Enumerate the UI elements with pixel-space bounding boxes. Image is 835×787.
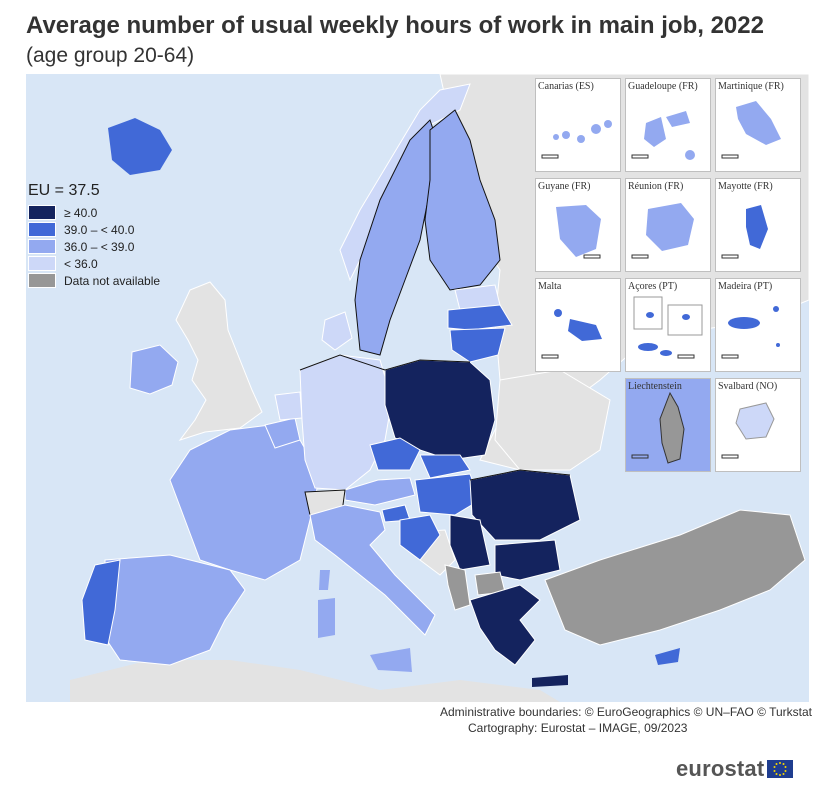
legend-label: Data not available <box>64 273 161 288</box>
inset-guyane: Guyane (FR) <box>535 178 621 272</box>
legend-item: 39.0 – < 40.0 <box>28 221 160 238</box>
inset-guadeloupe: Guadeloupe (FR) <box>625 78 711 172</box>
legend-label: 39.0 – < 40.0 <box>64 222 135 237</box>
inset-shape <box>541 120 612 159</box>
inset-shape <box>631 203 694 259</box>
inset-shape <box>631 391 685 464</box>
region-portugal <box>81 559 121 646</box>
region-iceland <box>108 118 172 175</box>
inset-shape <box>721 101 781 159</box>
inset-madeira: Madeira (PT) <box>715 278 801 372</box>
credits-cartography: Cartography: Eurostat – IMAGE, 09/2023 <box>468 721 688 735</box>
region-greece <box>469 584 541 666</box>
region-crete <box>532 675 568 687</box>
inset-label: Guadeloupe (FR) <box>628 81 698 92</box>
region-lithuania <box>449 327 506 363</box>
inset-svalbard: Svalbard (NO) <box>715 378 801 472</box>
region-sweden <box>354 119 441 356</box>
inset-acores: Açores (PT) <box>625 278 711 372</box>
region-cyprus <box>655 648 680 665</box>
eu-flag-icon <box>767 760 794 778</box>
legend-swatch <box>28 273 56 288</box>
legend-title: EU = 37.5 <box>28 182 100 199</box>
legend-item: 36.0 – < 39.0 <box>28 238 160 255</box>
inset-shape <box>631 111 695 160</box>
inset-shape <box>541 309 602 359</box>
legend-label: < 36.0 <box>64 256 98 271</box>
inset-label: Mayotte (FR) <box>718 181 773 192</box>
map-legend: EU = 37.5 ≥ 40.0 39.0 – < 40.0 36.0 – < … <box>28 182 160 289</box>
region-germany <box>299 354 393 491</box>
inset-shape <box>721 306 780 359</box>
europe-map <box>70 74 809 702</box>
legend-swatch <box>28 239 56 254</box>
legend-item: Data not available <box>28 272 160 289</box>
inset-label: Canarias (ES) <box>538 81 594 92</box>
region-netherlands <box>274 391 303 421</box>
legend-swatch <box>28 222 56 237</box>
region-uk <box>175 281 263 441</box>
eu-border-line <box>299 354 571 481</box>
inset-label: Malta <box>538 281 562 292</box>
inset-liechtenstein: Liechtenstein <box>625 378 711 472</box>
inset-malta: Malta <box>535 278 621 372</box>
legend-label: 36.0 – < 39.0 <box>64 239 135 254</box>
inset-shape <box>721 205 768 259</box>
legend-swatch <box>28 256 56 271</box>
region-latvia <box>447 304 513 331</box>
region-north-africa <box>70 660 560 702</box>
legend-item: ≥ 40.0 <box>28 204 160 221</box>
map-subtitle: (age group 20-64) <box>26 44 195 67</box>
legend-item: < 36.0 <box>28 255 160 272</box>
credits-boundaries: Administrative boundaries: © EuroGeograp… <box>440 705 813 719</box>
region-slovakia <box>419 454 471 479</box>
inset-canarias: Canarias (ES) <box>535 78 621 172</box>
region-sardinia <box>318 598 335 638</box>
region-montenegro-albania <box>444 564 471 611</box>
region-sicily <box>370 648 412 672</box>
inset-label: Réunion (FR) <box>628 181 684 192</box>
region-ireland <box>129 344 179 395</box>
region-bulgaria <box>494 539 561 581</box>
inset-shape <box>721 402 775 459</box>
region-serbia <box>449 514 491 571</box>
region-spain <box>99 554 246 666</box>
logo-text: eurostat <box>676 756 765 781</box>
region-hungary <box>414 473 481 516</box>
inset-label: Madeira (PT) <box>718 281 773 292</box>
inset-mayotte: Mayotte (FR) <box>715 178 801 272</box>
region-finland <box>424 109 501 291</box>
inset-martinique: Martinique (FR) <box>715 78 801 172</box>
region-belgium <box>264 417 301 449</box>
region-czechia <box>369 437 421 471</box>
inset-shape <box>556 205 601 259</box>
region-ukraine-belarus <box>494 369 611 471</box>
region-corsica <box>319 570 330 590</box>
inset-label: Açores (PT) <box>628 281 678 292</box>
region-austria <box>344 477 416 506</box>
region-turkey <box>544 509 806 646</box>
inset-label: Guyane (FR) <box>538 181 591 192</box>
inset-label: Liechtenstein <box>628 381 682 392</box>
inset-shape <box>633 296 703 359</box>
eurostat-logo: eurostat <box>676 756 794 782</box>
region-france <box>169 424 321 581</box>
map-title: Average number of usual weekly hours of … <box>26 12 764 39</box>
legend-label: ≥ 40.0 <box>64 205 98 220</box>
inset-reunion: Réunion (FR) <box>625 178 711 272</box>
region-italy <box>309 504 436 636</box>
inset-label: Martinique (FR) <box>718 81 784 92</box>
region-denmark <box>321 311 353 351</box>
region-romania <box>469 469 581 541</box>
inset-label: Svalbard (NO) <box>718 381 778 392</box>
region-croatia <box>399 514 441 561</box>
legend-swatch <box>28 205 56 220</box>
